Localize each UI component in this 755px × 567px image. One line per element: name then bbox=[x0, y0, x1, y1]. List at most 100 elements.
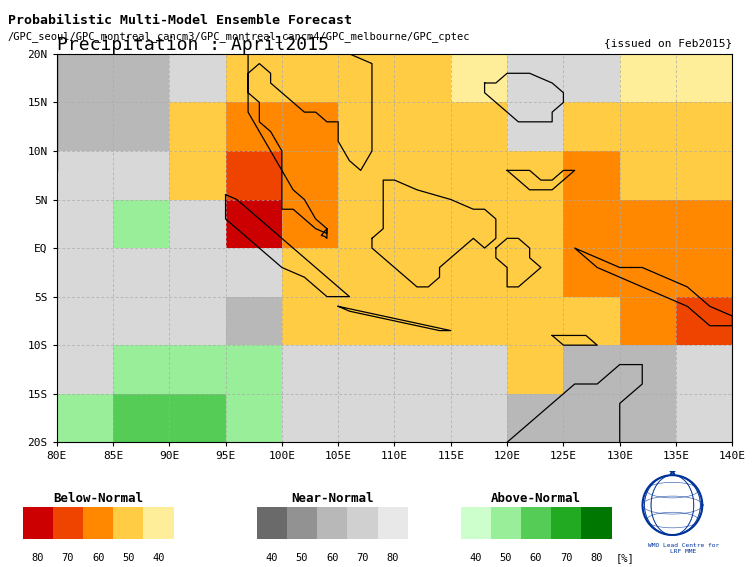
Text: 70: 70 bbox=[62, 553, 74, 563]
Bar bbox=[394, 393, 451, 442]
Bar bbox=[282, 54, 338, 103]
Bar bbox=[507, 54, 563, 103]
Bar bbox=[282, 151, 338, 200]
Text: /GPC_seoul/GPC_montreal_cancm3/GPC_montreal_cancm4/GPC_melbourne/GPC_cptec: /GPC_seoul/GPC_montreal_cancm3/GPC_montr… bbox=[8, 31, 470, 42]
Bar bbox=[226, 151, 282, 200]
Bar bbox=[57, 393, 113, 442]
Bar bbox=[563, 345, 620, 393]
Bar bbox=[169, 200, 226, 248]
Bar bbox=[113, 248, 169, 297]
Bar bbox=[676, 393, 732, 442]
Text: 60: 60 bbox=[92, 553, 104, 563]
Bar bbox=[282, 103, 338, 151]
Bar bbox=[451, 248, 507, 297]
Bar bbox=[226, 345, 282, 393]
Text: Near-Normal: Near-Normal bbox=[291, 492, 374, 505]
Bar bbox=[169, 248, 226, 297]
Bar bbox=[507, 103, 563, 151]
Bar bbox=[226, 200, 282, 248]
Bar bbox=[226, 103, 282, 151]
Text: 50: 50 bbox=[296, 553, 308, 563]
Bar bbox=[113, 345, 169, 393]
Bar bbox=[57, 248, 113, 297]
Bar bbox=[169, 54, 226, 103]
Bar bbox=[394, 248, 451, 297]
Bar bbox=[113, 103, 169, 151]
Text: 80: 80 bbox=[590, 553, 602, 563]
Text: 80: 80 bbox=[387, 553, 399, 563]
Text: Precipitation : April2015: Precipitation : April2015 bbox=[57, 36, 328, 54]
Bar bbox=[57, 103, 113, 151]
Bar bbox=[169, 393, 226, 442]
Text: 50: 50 bbox=[122, 553, 134, 563]
Bar bbox=[226, 248, 282, 297]
Bar bbox=[563, 200, 620, 248]
Bar bbox=[563, 151, 620, 200]
Text: Above-Normal: Above-Normal bbox=[491, 492, 581, 505]
Bar bbox=[282, 345, 338, 393]
Bar bbox=[451, 393, 507, 442]
Bar bbox=[563, 103, 620, 151]
Bar bbox=[563, 393, 620, 442]
Bar bbox=[338, 54, 394, 103]
Bar bbox=[507, 200, 563, 248]
Bar bbox=[451, 200, 507, 248]
Bar bbox=[394, 297, 451, 345]
Bar bbox=[563, 248, 620, 297]
Bar bbox=[620, 200, 676, 248]
Bar bbox=[169, 151, 226, 200]
Bar bbox=[451, 54, 507, 103]
Bar bbox=[57, 151, 113, 200]
Bar bbox=[169, 345, 226, 393]
Bar bbox=[676, 103, 732, 151]
Bar bbox=[338, 103, 394, 151]
Bar bbox=[338, 345, 394, 393]
Bar bbox=[394, 151, 451, 200]
Text: [%]: [%] bbox=[615, 553, 634, 563]
Bar bbox=[169, 297, 226, 345]
Bar bbox=[338, 393, 394, 442]
Bar bbox=[620, 393, 676, 442]
Bar bbox=[226, 54, 282, 103]
Bar bbox=[338, 151, 394, 200]
Bar bbox=[113, 200, 169, 248]
Text: 60: 60 bbox=[326, 553, 338, 563]
Bar bbox=[620, 248, 676, 297]
Text: {issued on Feb2015}: {issued on Feb2015} bbox=[604, 38, 732, 48]
Bar bbox=[676, 248, 732, 297]
Text: 40: 40 bbox=[266, 553, 278, 563]
Text: 40: 40 bbox=[153, 553, 165, 563]
Bar bbox=[226, 393, 282, 442]
Bar bbox=[394, 200, 451, 248]
Text: Below-Normal: Below-Normal bbox=[53, 492, 143, 505]
Bar bbox=[676, 297, 732, 345]
Bar bbox=[338, 248, 394, 297]
Text: 40: 40 bbox=[470, 553, 482, 563]
Bar bbox=[676, 54, 732, 103]
Text: 70: 70 bbox=[356, 553, 368, 563]
Bar bbox=[113, 151, 169, 200]
Bar bbox=[57, 54, 113, 103]
Text: 80: 80 bbox=[32, 553, 44, 563]
Bar bbox=[451, 103, 507, 151]
Bar bbox=[282, 393, 338, 442]
Bar bbox=[507, 151, 563, 200]
Bar bbox=[113, 297, 169, 345]
Text: Probabilistic Multi-Model Ensemble Forecast: Probabilistic Multi-Model Ensemble Forec… bbox=[8, 14, 352, 27]
Bar bbox=[169, 103, 226, 151]
Bar bbox=[113, 393, 169, 442]
Bar bbox=[394, 103, 451, 151]
Bar bbox=[507, 297, 563, 345]
Bar bbox=[57, 297, 113, 345]
Bar bbox=[507, 248, 563, 297]
Bar bbox=[451, 345, 507, 393]
Bar bbox=[676, 200, 732, 248]
Bar bbox=[620, 54, 676, 103]
Text: WMO Lead Centre for
LRF MME: WMO Lead Centre for LRF MME bbox=[648, 543, 719, 554]
Bar bbox=[282, 248, 338, 297]
Bar bbox=[620, 151, 676, 200]
Bar bbox=[282, 297, 338, 345]
Bar bbox=[620, 345, 676, 393]
Bar bbox=[394, 54, 451, 103]
Text: 70: 70 bbox=[560, 553, 572, 563]
